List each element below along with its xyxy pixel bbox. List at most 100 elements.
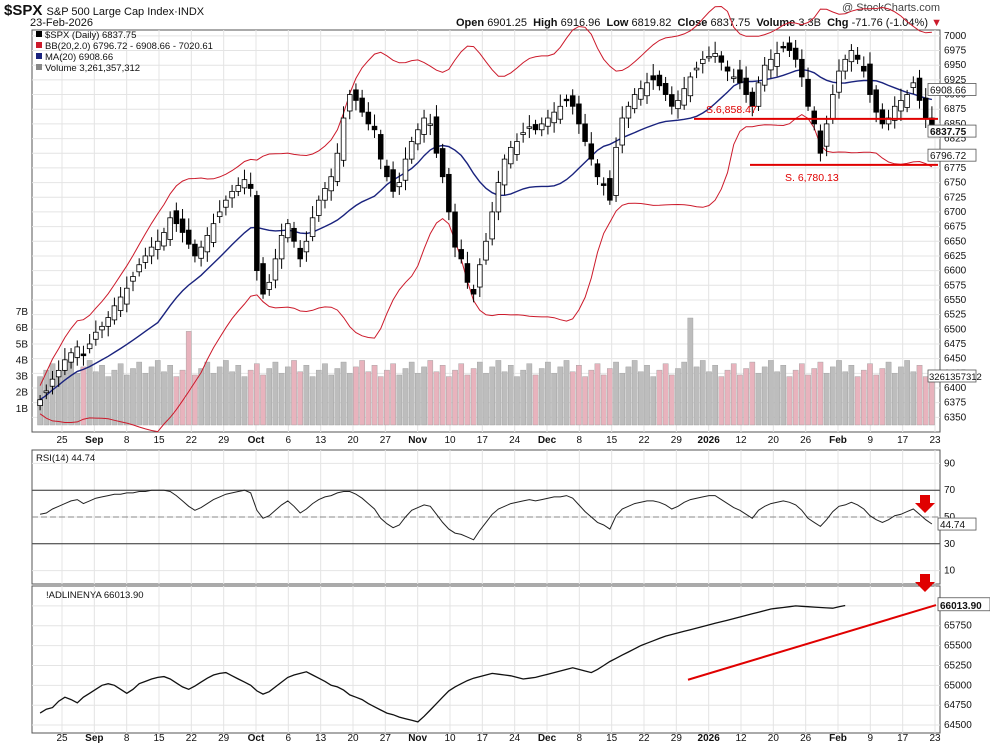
volume-bar: [458, 363, 465, 426]
volume-bar: [501, 371, 508, 426]
x-tick-label-price: 15: [606, 435, 618, 446]
rsi-y-tick: 90: [944, 458, 956, 469]
volume-bar: [86, 360, 93, 426]
price-y-tick: 6575: [944, 280, 967, 291]
volume-bar: [514, 376, 520, 426]
candle-body: [272, 258, 279, 281]
candle-body: [786, 42, 793, 51]
rsi-last-label: 44.74: [940, 520, 965, 531]
rsi-last-box: [937, 517, 977, 531]
volume-bar: [365, 371, 372, 426]
volume-bar: [557, 366, 564, 426]
price-y-tick: 6375: [944, 398, 967, 409]
x-tick-label-price: Sep: [85, 435, 103, 446]
candle-body: [278, 235, 285, 260]
candle-body: [185, 229, 192, 245]
adline-y-tick: 64500: [944, 720, 972, 731]
price-label-value: 6908.66: [930, 85, 967, 96]
volume-bar: [105, 376, 112, 426]
candle-body: [439, 148, 446, 178]
x-tick-label-price: 17: [477, 435, 489, 446]
x-tick-label-price: 13: [315, 435, 327, 446]
candle-body: [74, 346, 81, 358]
chart-date: 23-Feb-2026: [30, 17, 93, 29]
candle-body: [470, 288, 477, 295]
volume-bar: [415, 373, 421, 426]
candle-body: [545, 117, 551, 127]
candle-body: [260, 263, 266, 295]
x-tick-label-adline: 24: [509, 733, 521, 744]
candle-body: [328, 176, 334, 192]
adline-y-tick: 65750: [944, 621, 972, 632]
chg-down-icon: ▼: [931, 17, 942, 29]
candle-body: [309, 217, 316, 237]
price-label-box: [927, 148, 977, 162]
price-label-box: [927, 83, 977, 96]
candle-body: [867, 63, 873, 95]
volume-bar: [737, 374, 743, 426]
candle-body: [353, 89, 359, 101]
candle-body: [93, 331, 99, 340]
candle-body: [563, 98, 570, 102]
candle-body: [266, 281, 272, 290]
price-y-tick: 6950: [944, 60, 967, 71]
candle-body: [390, 169, 396, 192]
volume-bar: [390, 363, 396, 426]
candle-body: [483, 240, 489, 261]
candle-body: [675, 100, 681, 110]
volume-bar: [668, 374, 675, 426]
brand[interactable]: @ StockCharts.com: [842, 2, 940, 14]
candle-body: [396, 182, 403, 188]
candle-body: [656, 74, 663, 87]
candle-body: [433, 116, 440, 154]
volume-bar: [123, 374, 130, 426]
volume-bar: [551, 373, 557, 426]
candle-body: [99, 325, 105, 331]
volume-bar: [408, 361, 415, 426]
candle-body: [241, 179, 248, 189]
candle-body: [148, 246, 155, 257]
price-y-tick: 6625: [944, 251, 967, 262]
candle-body: [644, 82, 650, 97]
volume-bar: [786, 376, 793, 426]
x-tick-label-adline: Feb: [829, 733, 847, 744]
candle-body: [501, 158, 508, 186]
candle-body: [371, 125, 378, 131]
x-tick-label-price: Dec: [538, 435, 557, 446]
volume-bar: [860, 369, 867, 426]
x-tick-label-adline: Dec: [538, 733, 557, 744]
volume-bar: [154, 360, 161, 426]
candle-body: [384, 165, 390, 178]
candle-body: [823, 123, 830, 147]
volume-bar: [328, 374, 334, 426]
volume-bar: [204, 361, 211, 426]
volume-bar: [439, 365, 446, 426]
candle-body: [495, 182, 502, 213]
volume-bar: [136, 361, 142, 426]
candle-body: [891, 105, 898, 121]
volume-bar: [594, 363, 601, 426]
volume-bar: [62, 368, 68, 426]
candle-body: [594, 163, 601, 178]
candle-body: [235, 185, 242, 192]
x-tick-label-adline: 22: [186, 733, 198, 744]
candle-body: [223, 199, 229, 208]
price-y-tick: 6650: [944, 236, 967, 247]
volume-value: 3.3B: [798, 17, 821, 29]
adline-legend: !ADLINENYA 66013.90: [46, 590, 144, 601]
price-y-tick: 6875: [944, 104, 967, 115]
candle-body: [569, 95, 576, 107]
volume-bar: [656, 369, 663, 426]
x-tick-label-adline: 8: [577, 733, 583, 744]
volume-bar: [346, 373, 353, 426]
candle-body: [408, 141, 415, 160]
volume-tick-label: 1B: [16, 404, 29, 415]
index-name: S&P 500 Large Cap Index: [46, 6, 175, 18]
candle-body: [285, 223, 291, 239]
adline-y-tick: 65500: [944, 641, 972, 652]
volume-bar: [427, 360, 434, 426]
exchange: INDX: [177, 6, 205, 18]
volume-bar: [662, 363, 669, 426]
candle-body: [204, 235, 211, 253]
